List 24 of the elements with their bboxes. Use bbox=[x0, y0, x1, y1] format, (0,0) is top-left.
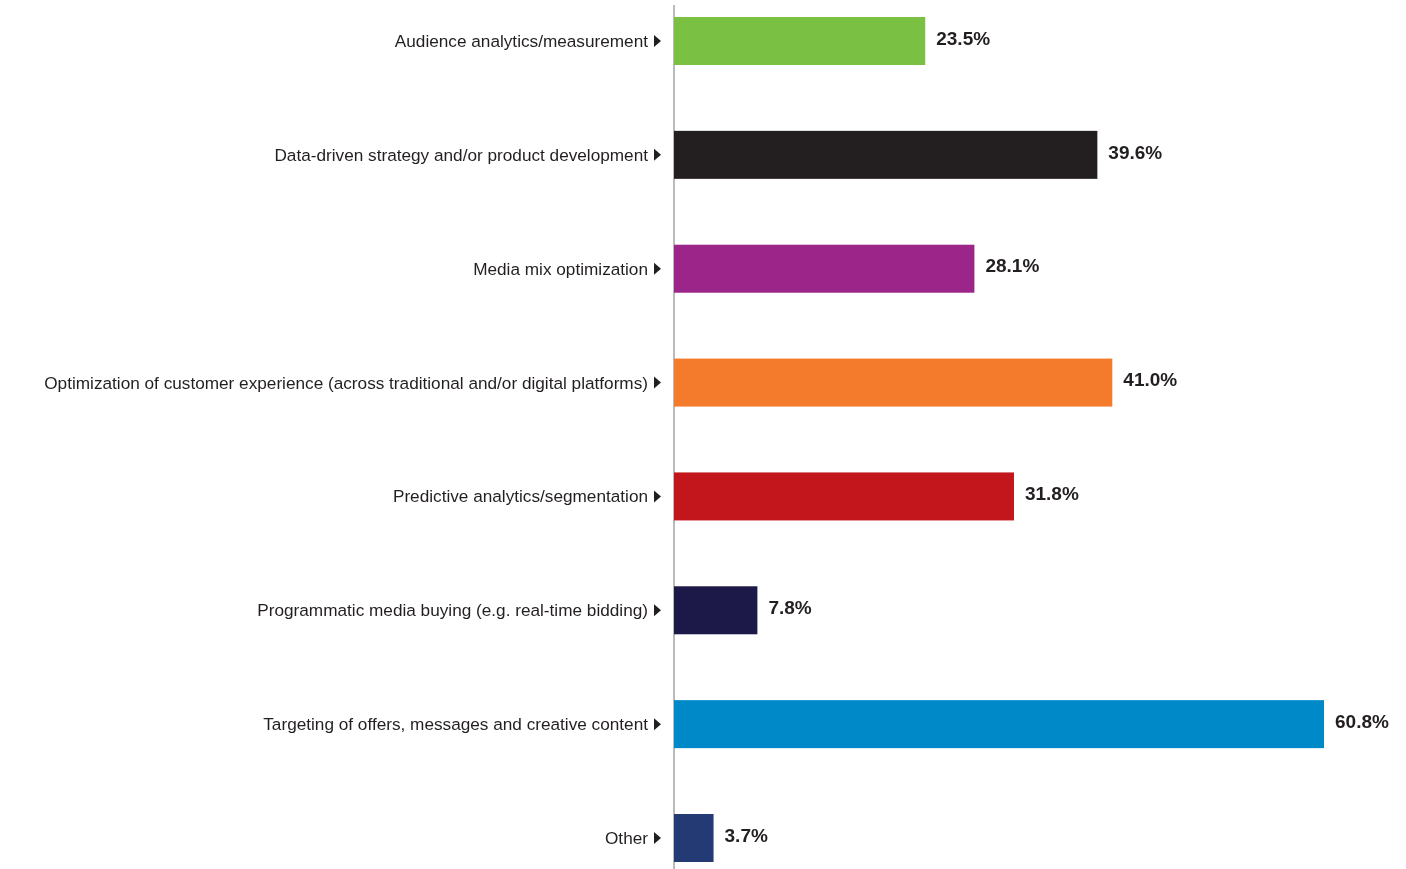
bar bbox=[674, 700, 1324, 749]
y-tick-label: Optimization of customer experience (across traditional and/or digital platforms) bbox=[44, 372, 648, 393]
bar bbox=[674, 130, 1098, 179]
data-label: 7.8% bbox=[768, 596, 812, 618]
y-tick-label: Media mix optimization bbox=[473, 258, 648, 279]
y-tick-label: Targeting of offers, messages and creative content bbox=[263, 714, 649, 735]
data-label: 60.8% bbox=[1335, 710, 1389, 732]
y-tick-label: Programmatic media buying (e.g. real-time bidding) bbox=[257, 600, 648, 621]
data-label: 28.1% bbox=[985, 255, 1040, 277]
bar bbox=[674, 244, 975, 293]
y-tick-label: Other bbox=[605, 828, 649, 849]
y-tick-label: Audience analytics/measurement bbox=[394, 31, 649, 52]
data-label: 39.6% bbox=[1108, 141, 1163, 163]
data-label: 31.8% bbox=[1024, 483, 1079, 505]
data-label: 3.7% bbox=[724, 824, 768, 846]
bar bbox=[674, 814, 714, 862]
bar bbox=[674, 586, 758, 635]
data-label: 23.5% bbox=[936, 27, 991, 49]
bar bbox=[674, 358, 1113, 407]
data-label: 41.0% bbox=[1123, 369, 1178, 391]
bar bbox=[674, 472, 1014, 521]
y-tick-label: Predictive analytics/segmentation bbox=[392, 486, 648, 507]
bar bbox=[674, 17, 926, 65]
y-tick-label: Data-driven strategy and/or product development bbox=[274, 144, 649, 165]
